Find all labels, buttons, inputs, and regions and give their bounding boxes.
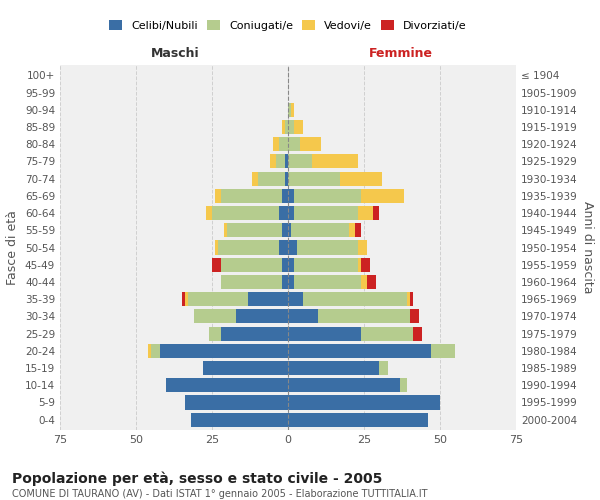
Text: COMUNE DI TAURANO (AV) - Dati ISTAT 1° gennaio 2005 - Elaborazione TUTTITALIA.IT: COMUNE DI TAURANO (AV) - Dati ISTAT 1° g…: [12, 489, 427, 499]
Bar: [282, 223, 288, 238]
Bar: [212, 258, 221, 272]
Bar: [285, 172, 288, 185]
Bar: [294, 189, 361, 203]
Bar: [282, 189, 288, 203]
Bar: [285, 120, 288, 134]
Bar: [355, 223, 361, 238]
Bar: [276, 154, 285, 168]
Bar: [279, 206, 288, 220]
Bar: [288, 137, 300, 152]
Bar: [288, 189, 294, 203]
Bar: [288, 154, 313, 168]
Bar: [151, 344, 160, 358]
Bar: [221, 258, 282, 272]
Bar: [288, 344, 431, 358]
Bar: [227, 223, 282, 238]
Bar: [251, 172, 257, 185]
Bar: [218, 240, 279, 254]
Bar: [215, 189, 221, 203]
Bar: [257, 172, 285, 185]
Bar: [279, 137, 288, 152]
Bar: [288, 361, 379, 375]
Bar: [373, 206, 379, 220]
Bar: [273, 137, 279, 152]
Bar: [288, 206, 294, 220]
Bar: [270, 154, 276, 168]
Bar: [166, 378, 288, 392]
Bar: [361, 326, 413, 340]
Bar: [206, 206, 212, 220]
Bar: [361, 189, 404, 203]
Bar: [288, 172, 340, 185]
Bar: [188, 292, 248, 306]
Bar: [294, 206, 358, 220]
Bar: [212, 206, 279, 220]
Bar: [285, 154, 288, 168]
Bar: [379, 361, 388, 375]
Bar: [282, 120, 285, 134]
Bar: [340, 172, 382, 185]
Bar: [288, 326, 361, 340]
Bar: [349, 223, 355, 238]
Bar: [236, 310, 288, 324]
Bar: [410, 310, 419, 324]
Bar: [288, 120, 294, 134]
Bar: [291, 223, 349, 238]
Bar: [182, 292, 185, 306]
Bar: [407, 292, 410, 306]
Bar: [221, 189, 282, 203]
Bar: [224, 223, 227, 238]
Bar: [358, 206, 373, 220]
Bar: [148, 344, 151, 358]
Bar: [367, 275, 376, 289]
Bar: [291, 102, 294, 117]
Bar: [185, 396, 288, 409]
Bar: [300, 137, 322, 152]
Bar: [191, 412, 288, 426]
Bar: [185, 292, 188, 306]
Bar: [358, 258, 361, 272]
Text: Maschi: Maschi: [151, 47, 200, 60]
Bar: [294, 120, 303, 134]
Text: Popolazione per età, sesso e stato civile - 2005: Popolazione per età, sesso e stato civil…: [12, 471, 382, 486]
Bar: [288, 292, 303, 306]
Bar: [294, 275, 361, 289]
Bar: [303, 292, 407, 306]
Bar: [288, 275, 294, 289]
Bar: [294, 258, 358, 272]
Bar: [288, 378, 400, 392]
Text: Femmine: Femmine: [368, 47, 433, 60]
Bar: [215, 240, 218, 254]
Bar: [431, 344, 455, 358]
Bar: [282, 258, 288, 272]
Y-axis label: Fasce di età: Fasce di età: [7, 210, 19, 285]
Bar: [282, 275, 288, 289]
Bar: [413, 326, 422, 340]
Bar: [288, 396, 440, 409]
Bar: [319, 310, 410, 324]
Bar: [288, 223, 291, 238]
Bar: [288, 412, 428, 426]
Bar: [209, 326, 221, 340]
Bar: [288, 102, 291, 117]
Bar: [221, 275, 282, 289]
Bar: [203, 361, 288, 375]
Bar: [160, 344, 288, 358]
Bar: [288, 310, 319, 324]
Bar: [361, 275, 367, 289]
Bar: [361, 258, 370, 272]
Y-axis label: Anni di nascita: Anni di nascita: [581, 201, 594, 294]
Bar: [400, 378, 407, 392]
Bar: [313, 154, 358, 168]
Bar: [358, 240, 367, 254]
Bar: [288, 240, 297, 254]
Bar: [194, 310, 236, 324]
Bar: [248, 292, 288, 306]
Legend: Celibi/Nubili, Coniugati/e, Vedovi/e, Divorziati/e: Celibi/Nubili, Coniugati/e, Vedovi/e, Di…: [105, 16, 471, 36]
Bar: [221, 326, 288, 340]
Bar: [288, 258, 294, 272]
Bar: [410, 292, 413, 306]
Bar: [279, 240, 288, 254]
Bar: [297, 240, 358, 254]
